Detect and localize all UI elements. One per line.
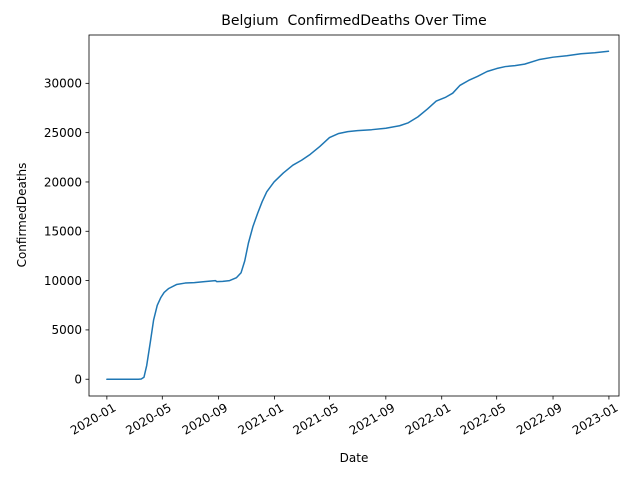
chart-title: Belgium ConfirmedDeaths Over Time xyxy=(221,13,486,29)
x-axis-label: Date xyxy=(340,451,369,465)
series-line-0 xyxy=(106,50,610,380)
y-tick-label: 15000 xyxy=(44,225,82,239)
y-tick-label: 30000 xyxy=(44,77,82,91)
y-axis-label: ConfirmedDeaths xyxy=(15,163,29,268)
y-tick-label: 25000 xyxy=(44,126,82,140)
plot-area xyxy=(106,50,610,380)
y-axis-ticks: 0 5000 10000 15000 20000 25000 30000 xyxy=(44,77,89,387)
y-tick-label: 20000 xyxy=(44,175,82,189)
plot-frame xyxy=(88,34,620,397)
y-tick-label: 0 xyxy=(74,373,82,387)
y-tick-label: 5000 xyxy=(51,323,82,337)
y-tick-label: 10000 xyxy=(44,274,82,288)
